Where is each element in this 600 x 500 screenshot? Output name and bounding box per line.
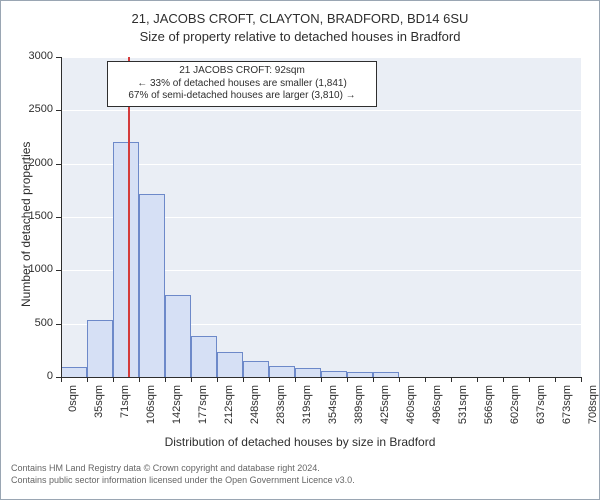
footer-attribution: Contains HM Land Registry data © Crown c… bbox=[11, 463, 355, 486]
ytick-label: 3000 bbox=[23, 50, 53, 62]
xtick-mark bbox=[243, 377, 244, 382]
xtick-label: 566sqm bbox=[483, 385, 495, 435]
xtick-label: 0sqm bbox=[67, 385, 79, 435]
gridline bbox=[61, 110, 581, 111]
xtick-label: 425sqm bbox=[379, 385, 391, 435]
histogram-bar bbox=[113, 142, 138, 377]
histogram-bar bbox=[269, 366, 294, 377]
xtick-label: 71sqm bbox=[119, 385, 131, 435]
xtick-label: 389sqm bbox=[353, 385, 365, 435]
ytick-label: 1000 bbox=[23, 263, 53, 275]
xtick-label: 673sqm bbox=[561, 385, 573, 435]
footer-line2: Contains public sector information licen… bbox=[11, 475, 355, 487]
xtick-mark bbox=[373, 377, 374, 382]
xtick-mark bbox=[139, 377, 140, 382]
histogram-bar bbox=[87, 320, 112, 377]
annotation-line3: 67% of semi-detached houses are larger (… bbox=[114, 90, 370, 103]
histogram-bar bbox=[61, 367, 86, 377]
gridline bbox=[61, 164, 581, 165]
histogram-bar bbox=[191, 336, 216, 377]
xtick-mark bbox=[451, 377, 452, 382]
chart-title-line2: Size of property relative to detached ho… bbox=[1, 29, 599, 44]
ytick-label: 1500 bbox=[23, 210, 53, 222]
xtick-mark bbox=[113, 377, 114, 382]
xtick-mark bbox=[425, 377, 426, 382]
ytick-label: 0 bbox=[23, 370, 53, 382]
xtick-label: 531sqm bbox=[457, 385, 469, 435]
xtick-label: 177sqm bbox=[197, 385, 209, 435]
xtick-label: 602sqm bbox=[509, 385, 521, 435]
xtick-label: 142sqm bbox=[171, 385, 183, 435]
xtick-label: 319sqm bbox=[301, 385, 313, 435]
footer-line1: Contains HM Land Registry data © Crown c… bbox=[11, 463, 355, 475]
xtick-mark bbox=[529, 377, 530, 382]
xtick-mark bbox=[191, 377, 192, 382]
xtick-mark bbox=[269, 377, 270, 382]
xtick-mark bbox=[477, 377, 478, 382]
xtick-mark bbox=[295, 377, 296, 382]
gridline bbox=[61, 57, 581, 58]
xtick-mark bbox=[87, 377, 88, 382]
xtick-label: 283sqm bbox=[275, 385, 287, 435]
x-axis-label: Distribution of detached houses by size … bbox=[1, 435, 599, 449]
histogram-bar bbox=[217, 352, 242, 377]
histogram-bar bbox=[139, 194, 164, 377]
xtick-label: 460sqm bbox=[405, 385, 417, 435]
xtick-mark bbox=[217, 377, 218, 382]
xtick-mark bbox=[321, 377, 322, 382]
xtick-label: 248sqm bbox=[249, 385, 261, 435]
ytick-label: 2000 bbox=[23, 157, 53, 169]
histogram-bar bbox=[295, 368, 320, 377]
xtick-mark bbox=[503, 377, 504, 382]
xtick-label: 637sqm bbox=[535, 385, 547, 435]
xtick-label: 708sqm bbox=[587, 385, 599, 435]
xtick-mark bbox=[347, 377, 348, 382]
xtick-mark bbox=[61, 377, 62, 382]
xtick-mark bbox=[165, 377, 166, 382]
histogram-bar bbox=[165, 295, 190, 377]
ytick-label: 2500 bbox=[23, 103, 53, 115]
annotation-line2: ← 33% of detached houses are smaller (1,… bbox=[114, 78, 370, 91]
ytick-label: 500 bbox=[23, 317, 53, 329]
xtick-label: 496sqm bbox=[431, 385, 443, 435]
chart-title-line1: 21, JACOBS CROFT, CLAYTON, BRADFORD, BD1… bbox=[1, 11, 599, 26]
xtick-label: 354sqm bbox=[327, 385, 339, 435]
xtick-label: 35sqm bbox=[93, 385, 105, 435]
annotation-line1: 21 JACOBS CROFT: 92sqm bbox=[114, 65, 370, 78]
annotation-box: 21 JACOBS CROFT: 92sqm← 33% of detached … bbox=[107, 61, 377, 107]
xtick-mark bbox=[581, 377, 582, 382]
xtick-mark bbox=[399, 377, 400, 382]
chart-frame: 21, JACOBS CROFT, CLAYTON, BRADFORD, BD1… bbox=[0, 0, 600, 500]
xtick-label: 212sqm bbox=[223, 385, 235, 435]
histogram-bar bbox=[243, 361, 268, 377]
y-axis-line bbox=[61, 57, 62, 377]
xtick-label: 106sqm bbox=[145, 385, 157, 435]
xtick-mark bbox=[555, 377, 556, 382]
